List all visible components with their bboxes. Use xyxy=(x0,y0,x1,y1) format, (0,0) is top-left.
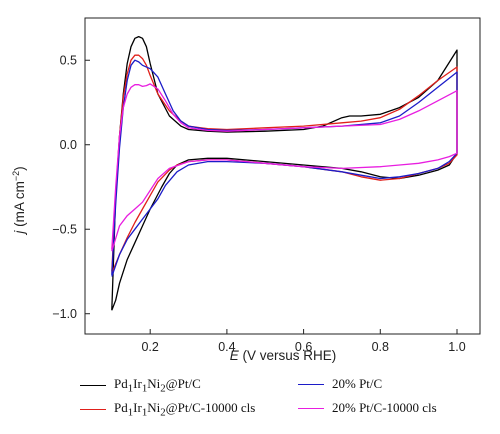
series-group xyxy=(111,35,458,311)
legend-label: 20% Pt/C xyxy=(332,376,383,391)
x-axis-label: E (V versus RHE) xyxy=(230,348,337,363)
legend-item: 20% Pt/C-10000 cls xyxy=(298,400,437,416)
legend-label: Pd1Ir1Ni2@Pt/C-10000 cls xyxy=(114,400,256,419)
y-tick-label: 0.0 xyxy=(60,138,77,152)
series-line-3 xyxy=(111,59,458,277)
cv-chart: −1.0 −0.5 0.0 0.5 0.2 0.4 0.6 0.8 1.0 j (mA cm−… xyxy=(11,17,481,363)
legend-swatch xyxy=(298,383,324,385)
y-tick-label: −0.5 xyxy=(52,223,77,237)
series-line-1 xyxy=(111,35,458,311)
x-tick-label: 0.8 xyxy=(372,340,389,354)
y-axis-label: j (mA cm−2) xyxy=(11,166,27,235)
legend-item: Pd1Ir1Ni2@Pt/C-10000 cls xyxy=(80,400,255,419)
x-tick-label: 0.2 xyxy=(141,340,158,354)
legend-swatch xyxy=(298,407,324,409)
legend-label: 20% Pt/C-10000 cls xyxy=(332,400,437,415)
plot-frame xyxy=(84,17,481,335)
legend-swatch xyxy=(80,408,106,410)
legend-item: Pd1Ir1Ni2@Pt/C xyxy=(80,376,201,395)
y-axis: −1.0 −0.5 0.0 0.5 xyxy=(52,54,90,321)
legend-label: Pd1Ir1Ni2@Pt/C xyxy=(114,376,201,395)
legend: Pd1Ir1Ni2@Pt/C Pd1Ir1Ni2@Pt/C-10000 cls … xyxy=(80,374,490,430)
x-axis: 0.2 0.4 0.6 0.8 1.0 xyxy=(141,329,466,354)
y-tick-label: 0.5 xyxy=(60,54,77,68)
x-tick-label: 0.4 xyxy=(218,340,235,354)
x-tick-label: 0.6 xyxy=(295,340,312,354)
series-line-4 xyxy=(111,83,458,252)
legend-item: 20% Pt/C xyxy=(298,376,382,392)
legend-swatch xyxy=(80,384,106,386)
x-tick-label: 1.0 xyxy=(448,340,465,354)
y-tick-label: −1.0 xyxy=(52,307,77,321)
